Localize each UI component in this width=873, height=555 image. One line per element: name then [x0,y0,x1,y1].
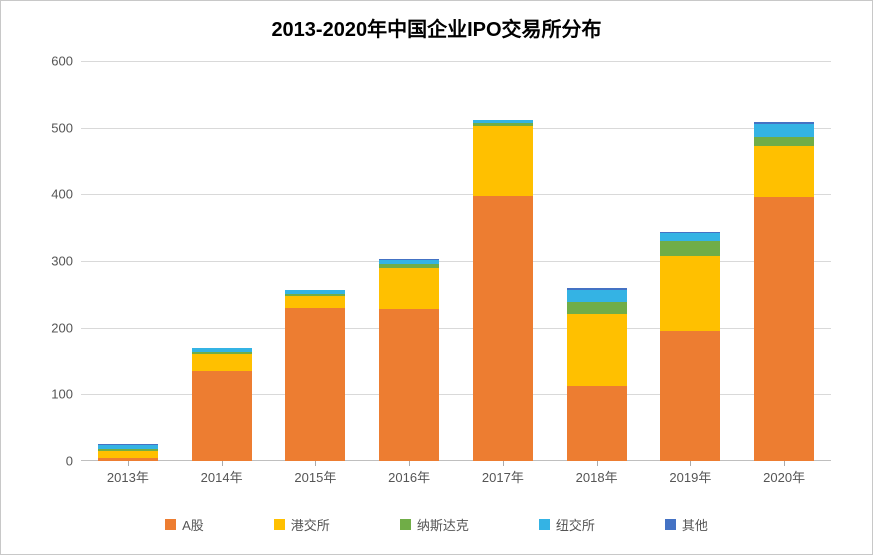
grid-line [81,61,831,62]
legend-label: 其他 [682,515,708,534]
x-tick [690,461,691,466]
x-tick-label: 2016年 [388,467,430,486]
legend-swatch-icon [400,519,411,530]
y-tick-label: 0 [66,454,73,469]
bar-segment-港交所 [285,296,345,308]
bar-segment-港交所 [98,451,158,458]
y-tick-label: 600 [51,54,73,69]
bar-segment-A股 [98,458,158,461]
bar-segment-A股 [754,197,814,461]
bar-segment-A股 [285,308,345,461]
legend: A股 港交所 纳斯达克 纽交所 其他 [1,515,872,534]
y-tick-label: 300 [51,254,73,269]
bar-segment-港交所 [754,146,814,197]
x-tick-label: 2015年 [294,467,336,486]
legend-item-其他: 其他 [665,515,708,534]
bar-segment-港交所 [192,354,252,371]
bar-2013年 [98,444,158,461]
y-tick-label: 500 [51,120,73,135]
x-tick [409,461,410,466]
bar-segment-纳斯达克 [660,241,720,256]
legend-item-A股: A股 [165,515,204,534]
x-tick [597,461,598,466]
x-tick [503,461,504,466]
bar-2019年 [660,232,720,461]
grid-line [81,128,831,129]
x-tick [128,461,129,466]
legend-label: A股 [182,515,204,534]
x-tick [315,461,316,466]
bar-segment-港交所 [660,256,720,331]
legend-label: 纳斯达克 [417,515,469,534]
chart-title: 2013-2020年中国企业IPO交易所分布 [1,1,872,42]
x-tick-label: 2018年 [576,467,618,486]
bar-segment-港交所 [379,268,439,309]
x-tick-label: 2014年 [201,467,243,486]
bar-2016年 [379,259,439,461]
legend-item-纳斯达克: 纳斯达克 [400,515,469,534]
legend-item-港交所: 港交所 [274,515,330,534]
x-tick-label: 2020年 [763,467,805,486]
bar-segment-纽交所 [754,124,814,137]
bar-2017年 [473,120,533,461]
bar-2014年 [192,348,252,461]
bar-segment-A股 [473,196,533,461]
bar-segment-A股 [660,331,720,461]
x-tick-label: 2013年 [107,467,149,486]
bar-segment-A股 [567,386,627,461]
bar-segment-港交所 [473,126,533,196]
plot-area: 01002003004005006002013年2014年2015年2016年2… [81,61,831,461]
x-tick-label: 2017年 [482,467,524,486]
legend-item-纽交所: 纽交所 [539,515,595,534]
y-tick-label: 200 [51,320,73,335]
grid-line [81,194,831,195]
bar-segment-纽交所 [567,290,627,302]
legend-swatch-icon [539,519,550,530]
bar-segment-纳斯达克 [567,302,627,314]
bar-segment-A股 [379,309,439,461]
bar-segment-港交所 [567,314,627,386]
y-tick-label: 400 [51,187,73,202]
x-tick [222,461,223,466]
x-tick-label: 2019年 [669,467,711,486]
bar-2015年 [285,290,345,461]
legend-swatch-icon [165,519,176,530]
y-tick-label: 100 [51,387,73,402]
bar-segment-A股 [192,371,252,461]
bar-2018年 [567,288,627,461]
legend-label: 纽交所 [556,515,595,534]
legend-swatch-icon [274,519,285,530]
legend-swatch-icon [665,519,676,530]
legend-label: 港交所 [291,515,330,534]
bar-segment-纽交所 [660,233,720,241]
x-tick [784,461,785,466]
bar-segment-纳斯达克 [754,137,814,146]
bar-2020年 [754,122,814,461]
